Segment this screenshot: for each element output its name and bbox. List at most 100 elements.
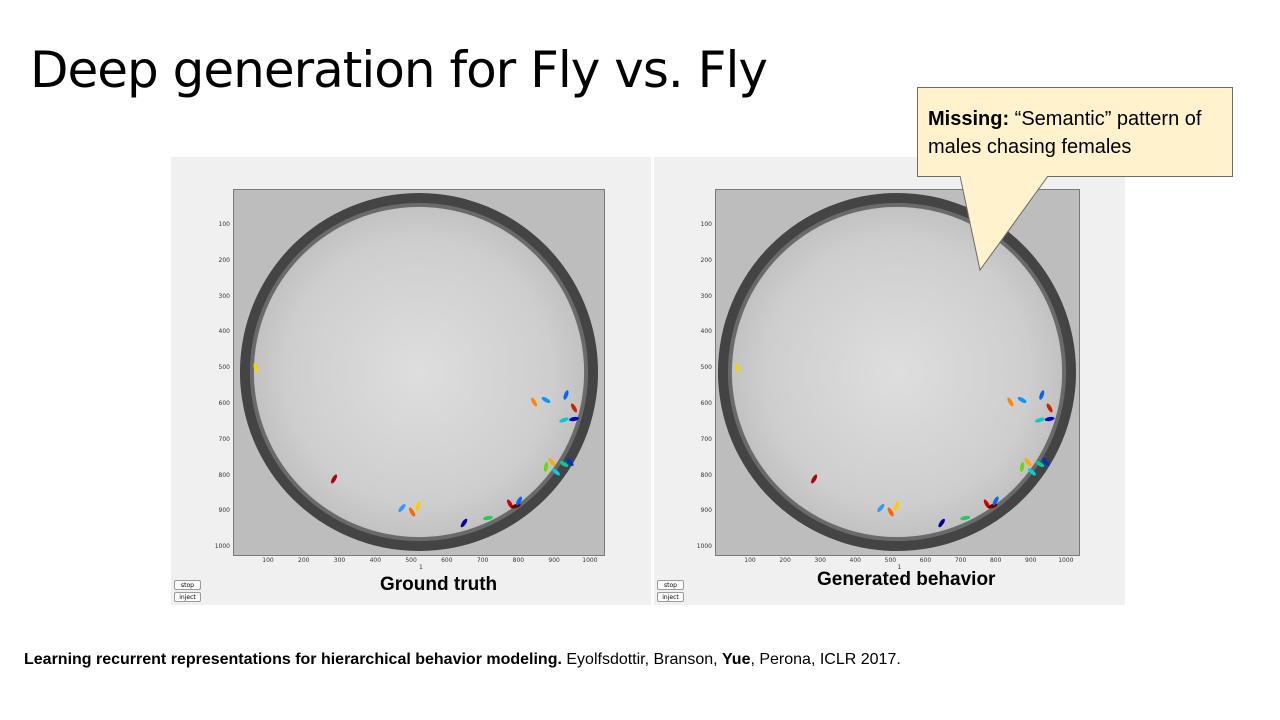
x-tick-label: 1000 xyxy=(582,557,598,564)
y-tick-label: 500 xyxy=(700,364,712,372)
fly-marker xyxy=(408,507,416,517)
fly-marker xyxy=(735,363,741,373)
citation-authors-post: , Perona, ICLR 2017. xyxy=(750,651,901,668)
x-tick-label: 400 xyxy=(369,557,382,564)
inject-button[interactable]: inject xyxy=(174,592,201,602)
x-tick-label: 700 xyxy=(954,557,967,564)
fly-marker xyxy=(460,518,468,528)
x-tick-label: 100 xyxy=(262,557,274,564)
generated-behavior-caption: Generated behavior xyxy=(817,569,996,590)
y-tick-label: 500 xyxy=(218,364,230,372)
fly-marker xyxy=(415,501,421,511)
fly-markers xyxy=(735,363,1055,528)
y-tick-label: 300 xyxy=(218,292,230,300)
x-tick-label: 1000 xyxy=(1058,557,1074,564)
x-tick-label: 500 xyxy=(405,557,417,564)
ground-truth-panel: 100 200 300 400 500 600 700 800 900 1000 100 200 30… xyxy=(171,157,651,605)
fly-marker xyxy=(938,518,945,528)
fly-marker xyxy=(1027,468,1036,476)
x-tick-label: 800 xyxy=(989,557,1002,564)
fly-marker xyxy=(1035,460,1045,468)
fly-marker xyxy=(483,515,493,521)
x-tick-label: 100 xyxy=(744,557,756,564)
y-tick-label: 300 xyxy=(700,292,712,300)
y-tick-label: 900 xyxy=(218,507,230,515)
fly-marker xyxy=(992,496,999,506)
x-tick-label: 200 xyxy=(779,557,791,564)
fly-marker xyxy=(887,507,894,517)
y-tick-label: 700 xyxy=(218,435,230,443)
citation-author-yue: Yue xyxy=(722,651,751,668)
fly-marker xyxy=(563,390,569,400)
fly-marker xyxy=(1019,462,1025,472)
callout-bold-prefix: Missing: xyxy=(928,108,1010,130)
generated-arena-plot xyxy=(715,189,1080,556)
fly-marker xyxy=(559,460,569,468)
fly-marker xyxy=(960,515,971,521)
fly-marker xyxy=(541,396,551,404)
fly-marker xyxy=(551,468,561,476)
fly-marker xyxy=(548,457,556,467)
fly-marker xyxy=(1017,396,1027,404)
x-tick-label: 600 xyxy=(919,557,932,564)
x-tick-label: 700 xyxy=(476,557,489,564)
fly-marker xyxy=(515,496,523,506)
y-tick-label: 600 xyxy=(700,400,712,407)
y-tick-label: 200 xyxy=(218,256,230,264)
y-tick-label: 800 xyxy=(700,471,712,479)
citation: Learning recurrent representations for h… xyxy=(24,651,901,669)
x-tick-label: 400 xyxy=(849,557,861,564)
inject-button[interactable]: inject xyxy=(657,592,684,602)
fly-marker xyxy=(1035,417,1045,423)
fly-marker xyxy=(877,503,885,513)
generated-behavior-panel: 100 200 300 400 500 600 700 800 900 1000 100 200 30… xyxy=(654,157,1125,605)
x-tick-label: 300 xyxy=(814,557,826,564)
fly-marker xyxy=(253,363,259,373)
y-tick-label: 800 xyxy=(218,471,230,479)
y-tick-label: 600 xyxy=(218,400,230,407)
x-axis-label: 1 xyxy=(419,564,423,571)
citation-authors-pre: Eyolfsdottir, Branson, xyxy=(561,651,722,668)
x-tick-label: 500 xyxy=(884,557,897,564)
fly-marker xyxy=(398,503,406,513)
stop-button[interactable]: stop xyxy=(657,580,684,590)
callout-text: “Semantic” pattern of males chasing fema… xyxy=(928,108,1202,158)
x-tick-label: 600 xyxy=(441,557,453,564)
slide-title: Deep generation for Fly vs. Fly xyxy=(30,41,768,99)
fly-marker xyxy=(559,417,569,423)
ground-truth-arena-image xyxy=(234,190,604,555)
y-tick-label: 1000 xyxy=(696,543,712,551)
missing-pattern-callout: Missing: “Semantic” pattern of males cha… xyxy=(917,87,1233,177)
x-tick-label: 800 xyxy=(512,557,525,564)
fly-markers xyxy=(253,363,579,528)
y-tick-label: 1000 xyxy=(214,543,230,551)
y-tick-label: 400 xyxy=(700,328,712,336)
y-tick-label: 900 xyxy=(700,507,712,515)
y-tick-label: 100 xyxy=(218,221,230,228)
fly-marker xyxy=(1046,403,1053,413)
citation-title: Learning recurrent representations for h… xyxy=(24,651,562,668)
fly-marker xyxy=(1007,397,1014,407)
fly-marker xyxy=(1024,457,1032,467)
fly-marker xyxy=(1042,457,1050,467)
y-tick-label: 100 xyxy=(700,221,712,228)
y-tick-label: 700 xyxy=(700,435,712,443)
y-tick-label: 200 xyxy=(700,256,712,264)
fly-marker xyxy=(506,499,514,509)
fly-marker xyxy=(330,474,338,484)
fly-marker xyxy=(1039,390,1045,400)
x-tick-label: 200 xyxy=(298,557,310,564)
fly-marker xyxy=(1044,416,1055,422)
fly-marker xyxy=(569,416,579,422)
fly-marker xyxy=(893,501,900,511)
fly-marker xyxy=(570,403,578,413)
x-tick-label: 900 xyxy=(548,557,560,564)
ground-truth-caption: Ground truth xyxy=(380,574,498,595)
callout-pointer xyxy=(960,176,1049,272)
fly-marker xyxy=(566,457,574,467)
fly-marker xyxy=(530,397,538,407)
stop-button[interactable]: stop xyxy=(174,580,201,590)
generated-arena-image xyxy=(716,190,1079,555)
x-axis-label: 1 xyxy=(897,564,902,571)
y-tick-label: 400 xyxy=(218,328,230,336)
